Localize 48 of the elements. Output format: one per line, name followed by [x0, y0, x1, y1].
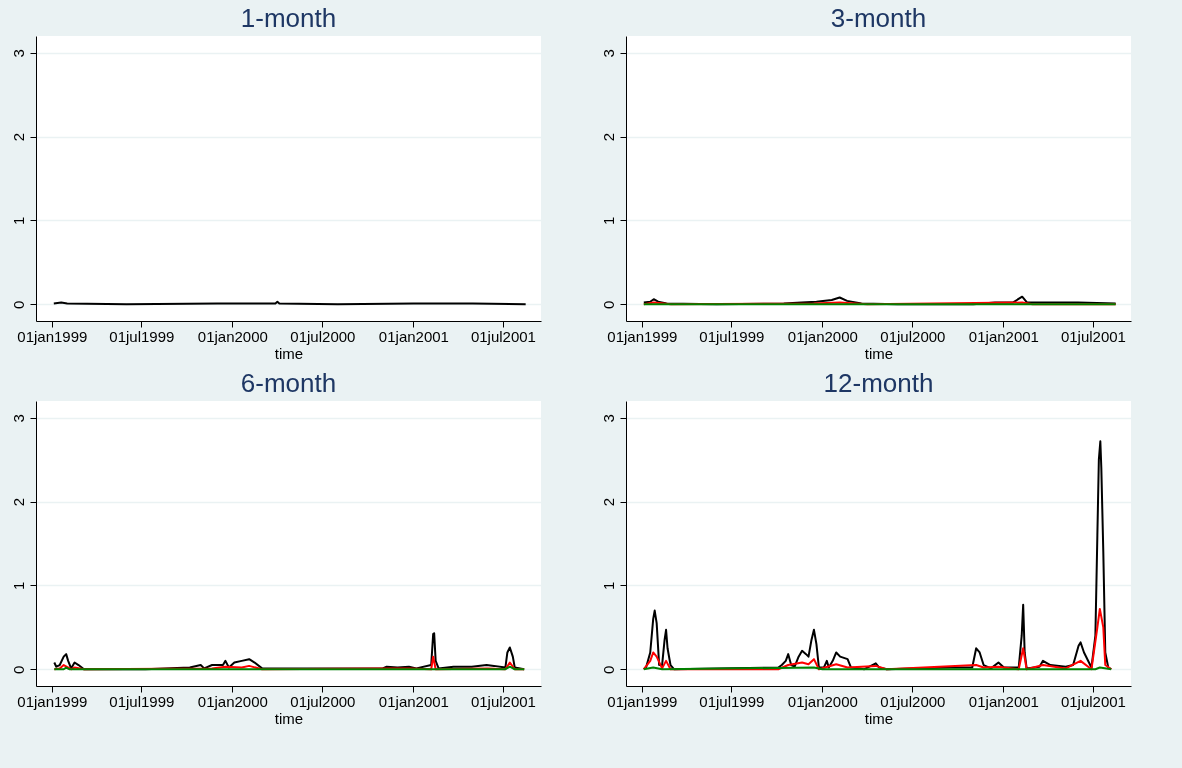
y-tick-label: 3 — [599, 49, 617, 58]
x-tick-label: 01jul1999 — [109, 692, 175, 710]
x-tick-label: 01jul2000 — [290, 327, 356, 345]
y-tick-label: 1 — [599, 216, 617, 226]
x-tick-label: 01jul1999 — [109, 327, 175, 345]
x-tick-label: 01jan2001 — [378, 327, 449, 345]
y-tick-label: 3 — [599, 414, 617, 423]
x-tick-label: 01jan2001 — [968, 692, 1039, 710]
x-tick-label: 01jul2000 — [880, 327, 946, 345]
x-tick-label: 01jul2001 — [1060, 692, 1126, 710]
x-axis-title: time — [864, 344, 894, 362]
chart-title: 12-month — [823, 368, 934, 398]
chart-title: 3-month — [830, 3, 927, 33]
x-tick-label: 01jan2001 — [968, 327, 1039, 345]
x-tick-label: 01jan1999 — [607, 692, 678, 710]
y-tick-label: 0 — [599, 300, 617, 309]
x-tick-label: 01jul2000 — [290, 692, 356, 710]
x-tick-label: 01jul2001 — [1060, 327, 1126, 345]
x-axis-title: time — [274, 344, 304, 362]
y-tick-label: 3 — [9, 414, 27, 423]
y-tick-label: 0 — [9, 300, 27, 309]
x-tick-label: 01jul2001 — [470, 327, 536, 345]
y-tick-label: 2 — [9, 497, 27, 507]
x-axis-title: time — [274, 709, 304, 727]
y-tick-label: 0 — [599, 665, 617, 674]
y-tick-label: 1 — [9, 216, 27, 226]
y-tick-label: 0 — [9, 665, 27, 674]
x-tick-label: 01jan2000 — [197, 327, 268, 345]
y-tick-label: 2 — [9, 132, 27, 142]
x-tick-label: 01jan2000 — [787, 327, 858, 345]
chart-title: 6-month — [240, 368, 337, 398]
y-tick-label: 1 — [9, 581, 27, 591]
y-tick-label: 1 — [599, 581, 617, 591]
x-tick-label: 01jul1999 — [699, 692, 765, 710]
x-tick-label: 01jul1999 — [699, 327, 765, 345]
x-tick-label: 01jan2001 — [378, 692, 449, 710]
chart-title: 1-month — [240, 3, 337, 33]
x-tick-label: 01jan1999 — [607, 327, 678, 345]
y-tick-label: 3 — [9, 49, 27, 58]
y-tick-label: 2 — [599, 497, 617, 507]
x-tick-label: 01jan1999 — [17, 692, 88, 710]
x-axis-title: time — [864, 709, 894, 727]
x-tick-label: 01jul2001 — [470, 692, 536, 710]
x-tick-label: 01jul2000 — [880, 692, 946, 710]
x-tick-label: 01jan2000 — [787, 692, 858, 710]
y-tick-label: 2 — [599, 132, 617, 142]
x-tick-label: 01jan2000 — [197, 692, 268, 710]
x-tick-label: 01jan1999 — [17, 327, 88, 345]
